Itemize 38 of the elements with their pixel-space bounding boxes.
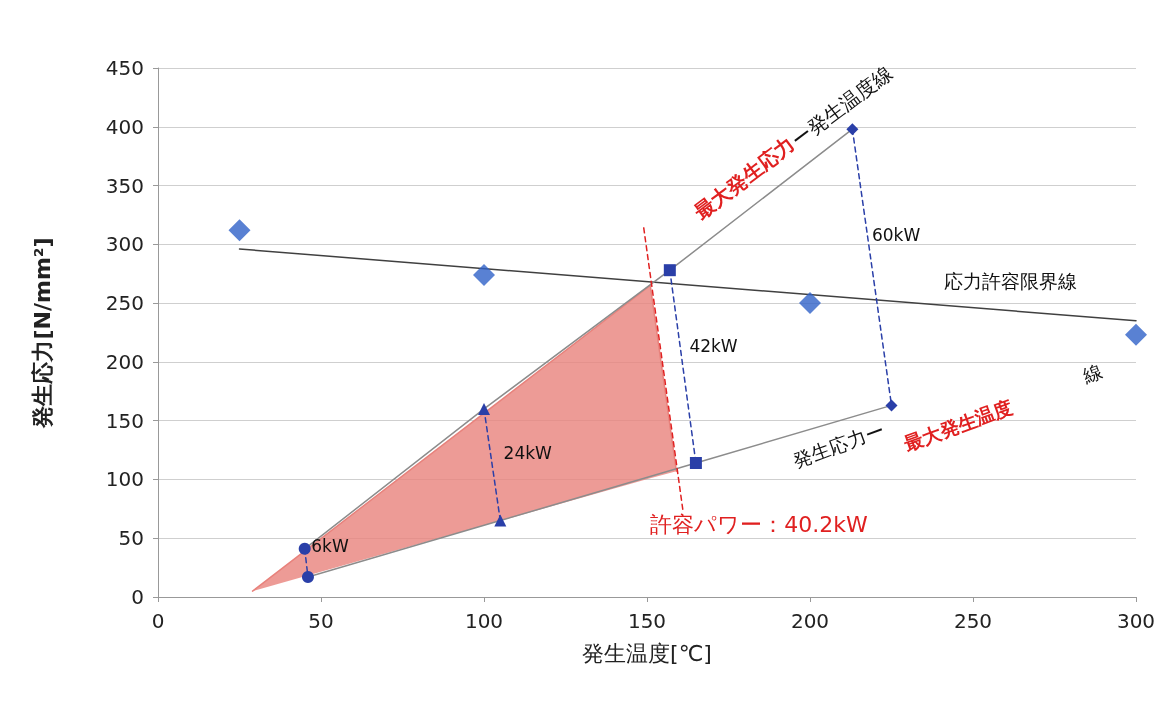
- point: [846, 123, 859, 136]
- annotation: 60kW: [871, 224, 921, 245]
- annotation: 42kW: [689, 336, 738, 357]
- y-tick-label: 150: [105, 408, 144, 433]
- y-tick-label: 300: [105, 232, 144, 257]
- point: [1125, 323, 1147, 346]
- annotation: 線: [1079, 359, 1106, 388]
- annotation: 24kW: [503, 443, 553, 464]
- y-tick-label: 350: [105, 173, 144, 198]
- annotation: 応力許容限界線: [943, 269, 1077, 292]
- y-tick-label: 50: [118, 526, 144, 551]
- y-axis-title: 発生応力[N/mm²]: [29, 237, 55, 429]
- annotation: 最大発生温度: [899, 395, 1016, 456]
- x-tick-label: 200: [790, 609, 830, 633]
- x-tick-label: 150: [627, 609, 667, 633]
- point: [663, 264, 676, 277]
- point: [799, 292, 821, 315]
- y-tick-label: 0: [131, 585, 144, 609]
- point: [298, 542, 311, 555]
- annotation: 6kW: [311, 536, 349, 557]
- y-tick-label: 450: [105, 56, 144, 80]
- annotation: 許容パワー：40.2kW: [650, 512, 868, 538]
- x-tick-label: 100: [464, 609, 504, 633]
- point: [885, 399, 898, 412]
- x-tick-label: 50: [308, 609, 334, 633]
- y-tick-label: 200: [105, 349, 144, 374]
- y-tick-label: 250: [105, 291, 144, 316]
- y-tick-label: 100: [105, 467, 144, 492]
- point: [301, 571, 314, 584]
- x-tick-label: 250: [953, 609, 993, 633]
- point: [228, 219, 251, 242]
- annotation: 発生応力ー: [789, 418, 887, 472]
- x-tick-label: 0: [151, 609, 165, 633]
- point: [473, 263, 495, 286]
- x-axis-title: 発生温度[℃]: [582, 640, 712, 666]
- x-tick-label: 300: [1116, 609, 1156, 633]
- point: [689, 456, 702, 469]
- y-tick-label: 400: [105, 114, 144, 139]
